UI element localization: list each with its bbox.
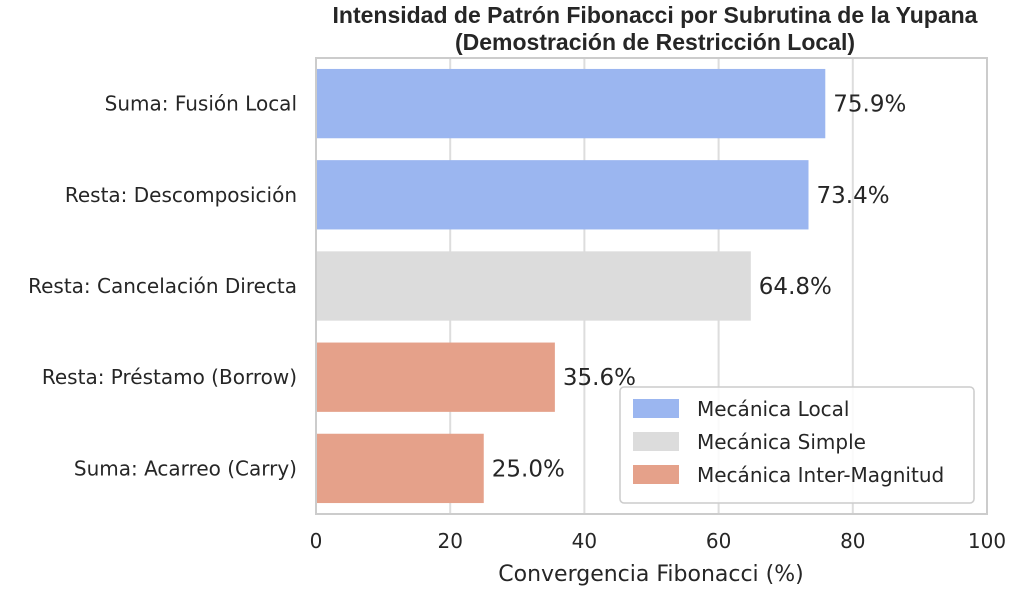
bars bbox=[316, 68, 826, 504]
bar bbox=[316, 251, 751, 321]
category-label: Suma: Fusión Local bbox=[105, 92, 297, 116]
value-label: 64.8% bbox=[759, 274, 832, 300]
legend-swatch bbox=[633, 399, 679, 418]
category-label: Resta: Descomposición bbox=[65, 183, 297, 207]
value-labels: 75.9%73.4%64.8%35.6%25.0% bbox=[492, 92, 907, 483]
legend-swatch bbox=[633, 432, 679, 451]
x-tick-labels: 0 20 40 60 80 100 bbox=[310, 529, 1006, 553]
bar bbox=[316, 433, 484, 504]
x-tick-label: 0 bbox=[310, 529, 323, 553]
bar bbox=[316, 160, 809, 230]
chart-title-line2: (Demostración de Restricción Local) bbox=[455, 29, 855, 55]
value-label: 25.0% bbox=[492, 456, 565, 482]
legend-label: Mecánica Simple bbox=[697, 430, 866, 454]
legend-label: Mecánica Inter-Magnitud bbox=[697, 463, 944, 487]
x-tick-label: 40 bbox=[572, 529, 597, 553]
category-label: Resta: Cancelación Directa bbox=[28, 274, 297, 298]
legend-box bbox=[619, 386, 975, 504]
x-tick-label: 100 bbox=[968, 529, 1006, 553]
x-axis-label: Convergencia Fibonacci (%) bbox=[498, 562, 804, 587]
x-tick-label: 60 bbox=[706, 529, 731, 553]
chart-title-line1: Intensidad de Patrón Fibonacci por Subru… bbox=[333, 2, 978, 28]
legend-label: Mecánica Local bbox=[697, 397, 850, 421]
plot-frame bbox=[315, 57, 988, 515]
x-tick-label: 80 bbox=[840, 529, 865, 553]
category-labels: Suma: Fusión Local Resta: Descomposición R… bbox=[28, 92, 297, 481]
bar bbox=[316, 68, 826, 139]
category-label: Suma: Acarreo (Carry) bbox=[74, 456, 297, 480]
category-label: Resta: Préstamo (Borrow) bbox=[42, 365, 297, 389]
value-label: 75.9% bbox=[833, 92, 906, 118]
value-label: 73.4% bbox=[817, 183, 890, 209]
legend: Mecánica Local Mecánica Simple Mecánica In… bbox=[619, 386, 975, 504]
bar bbox=[316, 342, 555, 412]
x-tick-label: 20 bbox=[437, 529, 462, 553]
legend-swatch bbox=[633, 465, 679, 484]
